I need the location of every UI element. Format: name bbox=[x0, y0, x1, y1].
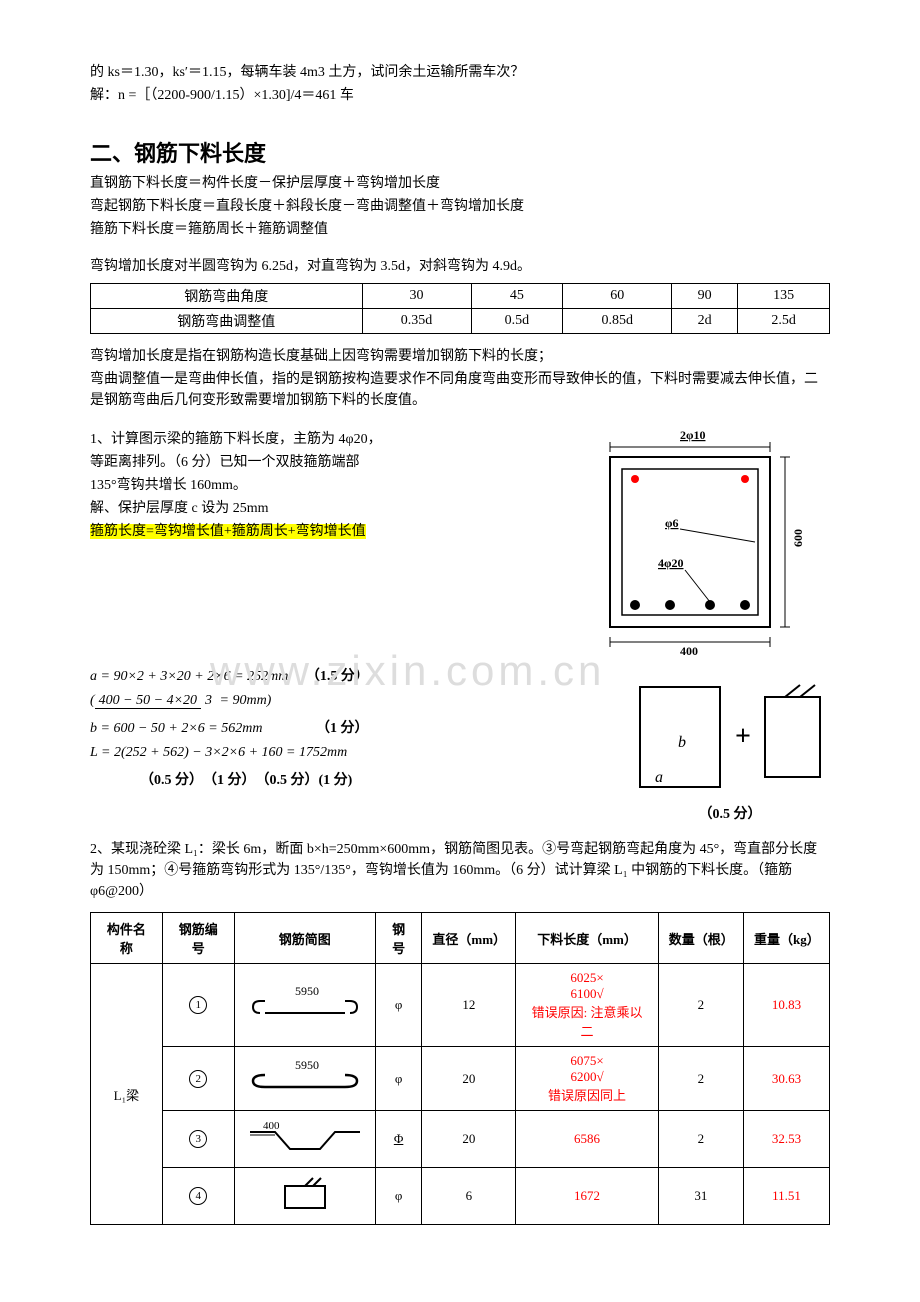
rebar-sketch-2: 5950 bbox=[245, 1057, 365, 1097]
stirrup-shape-diagram: b a + bbox=[630, 667, 830, 797]
def-1: 直钢筋下料长度＝构件长度－保护层厚度＋弯钩增加长度 bbox=[90, 173, 830, 194]
t1-r0c0: 钢筋弯曲角度 bbox=[91, 284, 363, 309]
q1-l4: 解、保护层厚度 c 设为 25mm bbox=[90, 498, 530, 519]
len-1: 6025× 6100√ 错误原因: 注意乘以二 bbox=[516, 964, 659, 1047]
beam-top-label: 2φ10 bbox=[680, 428, 706, 442]
qty-1: 2 bbox=[658, 964, 743, 1047]
svg-text:b: b bbox=[678, 734, 686, 751]
intro-line-2: 解：n =［（2200-900/1.15）×1.30]/4＝461 车 bbox=[90, 85, 830, 106]
def-2: 弯起钢筋下料长度＝直段长度＋斜段长度－弯曲调整值＋弯钩增加长度 bbox=[90, 196, 830, 217]
t1-r1c5: 2.5d bbox=[738, 309, 830, 334]
intro-line-1: 的 ks＝1.30，ks′＝1.15，每辆车装 4m3 土方，试问余土运输所需车… bbox=[90, 62, 830, 83]
table-row: 4 φ 6 1672 31 11.51 bbox=[91, 1168, 830, 1225]
q1-highlight: 箍筋长度=弯钩增长值+箍筋周长+弯钩增长值 bbox=[90, 524, 366, 539]
qty-4: 31 bbox=[658, 1168, 743, 1225]
t2-h6: 数量（根） bbox=[658, 913, 743, 964]
t1-r0c1: 30 bbox=[362, 284, 471, 309]
dia-4: 6 bbox=[422, 1168, 516, 1225]
t2-h7: 重量（kg） bbox=[744, 913, 830, 964]
component-name: L₁梁 bbox=[91, 964, 163, 1225]
qty-3: 2 bbox=[658, 1111, 743, 1168]
svg-text:+: + bbox=[735, 721, 751, 752]
def-3: 箍筋下料长度＝箍筋周长＋箍筋调整值 bbox=[90, 219, 830, 240]
t2-h5: 下料长度（mm） bbox=[516, 913, 659, 964]
steel-3: Φ bbox=[375, 1111, 422, 1168]
rebar-schedule-table: 构件名称 钢筋编号 钢筋简图 钢号 直径（mm） 下料长度（mm） 数量（根） … bbox=[90, 912, 830, 1225]
t1-r0c3: 60 bbox=[563, 284, 672, 309]
rebar-sketch-1: 5950 bbox=[245, 983, 365, 1023]
rebar-num-2: 2 bbox=[189, 1070, 207, 1088]
t2-h3: 钢号 bbox=[375, 913, 422, 964]
t1-r0c4: 90 bbox=[672, 284, 738, 309]
note-2: 弯曲调整值一是弯曲伸长值，指的是钢筋按构造要求作不同角度弯曲变形而导致伸长的值，… bbox=[90, 369, 830, 411]
dia-1: 12 bbox=[422, 964, 516, 1047]
svg-text:a: a bbox=[655, 769, 663, 786]
dia-2: 20 bbox=[422, 1047, 516, 1111]
def-4: 弯钩增加长度对半圆弯钩为 6.25d，对直弯钩为 3.5d，对斜弯钩为 4.9d… bbox=[90, 256, 830, 277]
rebar-num-3: 3 bbox=[189, 1130, 207, 1148]
table-row: 3 400 Φ 20 6586 2 32.53 bbox=[91, 1111, 830, 1168]
diagram-score: （0.5 分） bbox=[630, 804, 830, 825]
svg-text:5950: 5950 bbox=[295, 984, 319, 998]
formula-a: a = 90×2 + 3×20 + 2×6 = 252mm （1.5 分） bbox=[90, 665, 600, 685]
formula-frac: (400 − 50 − 4×203 = 90mm) bbox=[90, 693, 600, 709]
wt-1: 10.83 bbox=[744, 964, 830, 1047]
table-row: 2 5950 φ 20 6075× 6200√ 错误原因同上 2 30.63 bbox=[91, 1047, 830, 1111]
t2-h4: 直径（mm） bbox=[422, 913, 516, 964]
q1-l2: 等距离排列。（6 分）已知一个双肢箍筋端部 bbox=[90, 452, 530, 473]
beam-height: 600 bbox=[791, 529, 805, 547]
t1-r0c5: 135 bbox=[738, 284, 830, 309]
rebar-num-1: 1 bbox=[189, 996, 207, 1014]
t1-r0c2: 45 bbox=[471, 284, 563, 309]
t1-r1c0: 钢筋弯曲调整值 bbox=[91, 309, 363, 334]
t2-h0: 构件名称 bbox=[91, 913, 163, 964]
beam-stirrup-label: φ6 bbox=[665, 516, 679, 530]
q1-l3: 135°弯钩共增长 160mm。 bbox=[90, 475, 530, 496]
svg-text:5950: 5950 bbox=[295, 1058, 319, 1072]
beam-bottom-label: 4φ20 bbox=[658, 556, 684, 570]
wt-4: 11.51 bbox=[744, 1168, 830, 1225]
section-heading: 二、钢筋下料长度 bbox=[90, 136, 830, 168]
formula-scores: （0.5 分） （1 分） （0.5 分）(1 分) bbox=[140, 769, 600, 789]
wt-2: 30.63 bbox=[744, 1047, 830, 1111]
q2-text: 2、某现浇砼梁 L₁：梁长 6m，断面 b×h=250mm×600mm，钢筋简图… bbox=[90, 839, 830, 902]
beam-width: 400 bbox=[680, 644, 698, 657]
len-2: 6075× 6200√ 错误原因同上 bbox=[516, 1047, 659, 1111]
formula-b: b = 600 − 50 + 2×6 = 562mm （1 分） bbox=[90, 717, 600, 737]
steel-2: φ bbox=[375, 1047, 422, 1111]
wt-3: 32.53 bbox=[744, 1111, 830, 1168]
t1-r1c3: 0.85d bbox=[563, 309, 672, 334]
t1-r1c1: 0.35d bbox=[362, 309, 471, 334]
rebar-num-4: 4 bbox=[189, 1187, 207, 1205]
len-4: 1672 bbox=[516, 1168, 659, 1225]
beam-cross-section-diagram: 2φ10 φ6 4φ20 600 bbox=[550, 427, 830, 657]
t1-r1c2: 0.5d bbox=[471, 309, 563, 334]
len-3: 6586 bbox=[516, 1111, 659, 1168]
t2-h1: 钢筋编号 bbox=[162, 913, 234, 964]
formula-L: L = 2(252 + 562) − 3×2×6 + 160 = 1752mm bbox=[90, 745, 600, 761]
rebar-sketch-4 bbox=[245, 1174, 365, 1214]
note-1: 弯钩增加长度是指在钢筋构造长度基础上因弯钩需要增加钢筋下料的长度； bbox=[90, 346, 830, 367]
qty-2: 2 bbox=[658, 1047, 743, 1111]
table-row: L₁梁 1 5950 φ 12 6025× 6100√ 错误原因: 注意乘以二 … bbox=[91, 964, 830, 1047]
dia-3: 20 bbox=[422, 1111, 516, 1168]
svg-text:400: 400 bbox=[263, 1120, 280, 1132]
t1-r1c4: 2d bbox=[672, 309, 738, 334]
rebar-sketch-3: 400 bbox=[245, 1117, 365, 1157]
bend-angle-table: 钢筋弯曲角度 30 45 60 90 135 钢筋弯曲调整值 0.35d 0.5… bbox=[90, 283, 830, 334]
steel-1: φ bbox=[375, 964, 422, 1047]
t2-h2: 钢筋简图 bbox=[234, 913, 375, 964]
steel-4: φ bbox=[375, 1168, 422, 1225]
q1-l1: 1、计算图示梁的箍筋下料长度，主筋为 4φ20， bbox=[90, 429, 530, 450]
